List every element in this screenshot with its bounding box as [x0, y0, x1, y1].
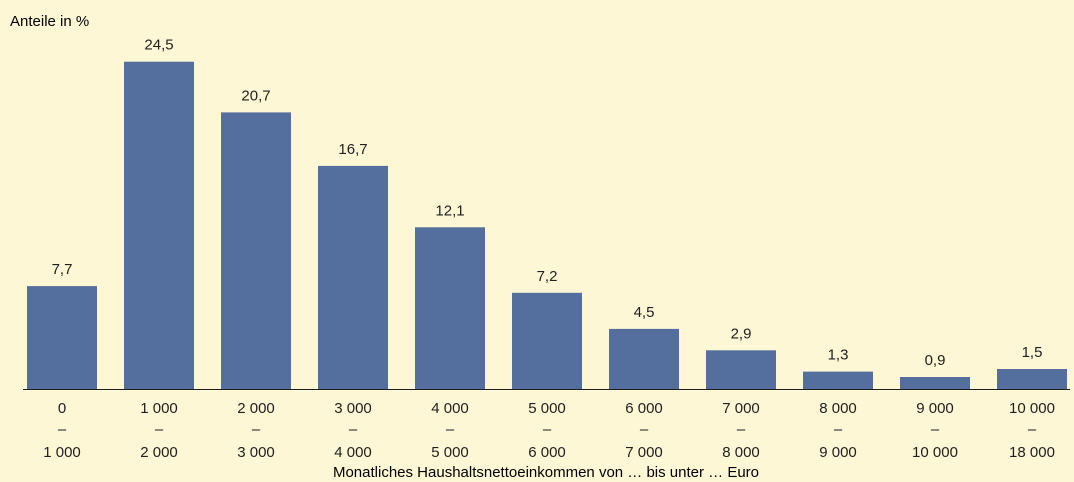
x-tick-label-from: 1 000	[140, 400, 178, 417]
category-labels-layer: 0 – 1 000 1 000 – 2 000 2 000 – 3 000 3 000 – 4 000…	[43, 400, 1055, 461]
x-tick-label-to: 3 000	[237, 444, 275, 461]
bar-value-label: 2,9	[731, 325, 752, 342]
x-tick-label-separator: –	[252, 421, 261, 438]
x-tick-label-from: 0	[58, 400, 66, 417]
x-tick-label-to: 18 000	[1009, 444, 1055, 461]
bar	[221, 112, 291, 390]
value-labels-layer: 7,7 24,5 20,7 16,7 12,1 7,2 4,5 2,9 1,3 0,9 1,5	[52, 37, 1043, 369]
x-tick-label-from: 8 000	[819, 400, 857, 417]
x-tick-label-to: 1 000	[43, 444, 81, 461]
bar	[124, 61, 194, 389]
x-tick-label-separator: –	[155, 421, 164, 438]
x-tick-label-from: 10 000	[1009, 400, 1055, 417]
bar	[706, 350, 776, 389]
x-tick-label-from: 3 000	[334, 400, 372, 417]
x-tick-label-to: 5 000	[431, 444, 469, 461]
x-tick-label-separator: –	[640, 421, 649, 438]
x-tick-label-to: 8 000	[722, 444, 760, 461]
x-tick-label-separator: –	[834, 421, 843, 438]
x-tick-label-to: 2 000	[140, 444, 178, 461]
bar-value-label: 7,2	[537, 268, 558, 285]
x-tick-label-separator: –	[1028, 421, 1037, 438]
x-tick-label-to: 9 000	[819, 444, 857, 461]
bar-value-label: 4,5	[634, 304, 655, 321]
x-tick-label-to: 6 000	[528, 444, 566, 461]
x-tick-label-to: 10 000	[912, 444, 958, 461]
bar	[609, 328, 679, 389]
bar-value-label: 1,3	[828, 347, 849, 364]
x-tick-label-separator: –	[931, 421, 940, 438]
bar-value-label: 24,5	[144, 37, 173, 54]
x-tick-label-separator: –	[349, 421, 358, 438]
bar	[27, 286, 97, 389]
bars-layer	[27, 61, 1067, 390]
x-tick-label-separator: –	[737, 421, 746, 438]
bar-value-label: 16,7	[338, 141, 367, 158]
bar-value-label: 7,7	[52, 261, 73, 278]
bar-value-label: 20,7	[241, 87, 270, 104]
x-tick-label-separator: –	[58, 421, 67, 438]
bar-value-label: 1,5	[1022, 344, 1043, 361]
bar	[900, 377, 970, 389]
bar-value-label: 12,1	[435, 202, 464, 219]
bar	[803, 371, 873, 389]
x-tick-label-to: 4 000	[334, 444, 372, 461]
x-tick-label-from: 7 000	[722, 400, 760, 417]
bar	[512, 292, 582, 389]
bar	[415, 227, 485, 389]
y-axis-label: Anteile in %	[10, 13, 89, 30]
x-axis-label: Monatliches Haushaltsnettoeinkommen von …	[333, 464, 759, 481]
bar-value-label: 0,9	[925, 352, 946, 369]
x-tick-label-separator: –	[446, 421, 455, 438]
x-tick-label-from: 2 000	[237, 400, 275, 417]
x-tick-label-from: 6 000	[625, 400, 663, 417]
bar	[997, 369, 1067, 389]
bar	[318, 165, 388, 389]
x-tick-label-from: 5 000	[528, 400, 566, 417]
x-tick-label-from: 4 000	[431, 400, 469, 417]
x-tick-label-from: 9 000	[916, 400, 954, 417]
x-tick-label-separator: –	[543, 421, 552, 438]
x-tick-label-to: 7 000	[625, 444, 663, 461]
